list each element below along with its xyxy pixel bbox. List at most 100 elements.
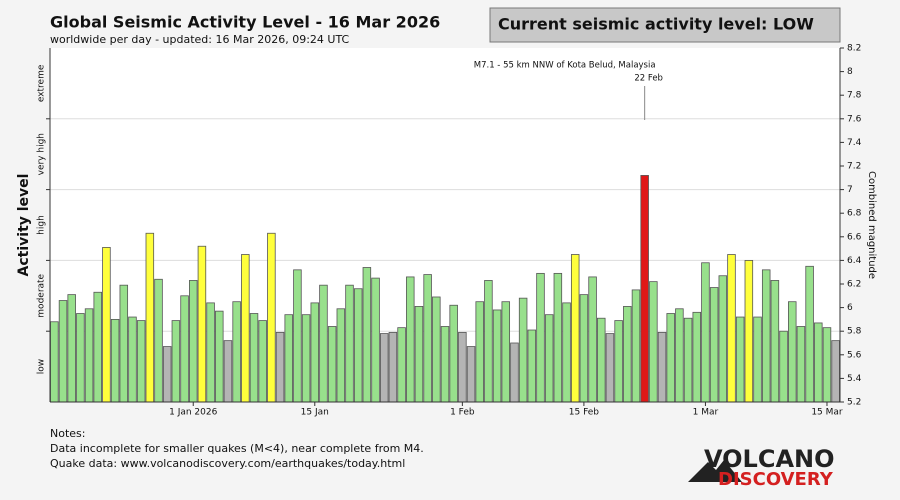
- bar: [466, 346, 476, 403]
- bar: [492, 309, 502, 403]
- x-tick-label: 1 Mar: [693, 408, 719, 418]
- y2-tick-label: 5.4: [847, 374, 862, 384]
- note: Quake data: www.volcanodiscovery.com/ear…: [50, 457, 405, 470]
- bar: [223, 340, 233, 403]
- y2-tick-label: 5.6: [847, 350, 862, 360]
- bar: [215, 310, 224, 403]
- bar: [657, 331, 667, 403]
- bar: [241, 254, 250, 403]
- bar: [232, 301, 241, 403]
- annotation-text: M7.1 - 55 km NNW of Kota Belud, Malaysia: [474, 61, 656, 71]
- bar: [189, 280, 198, 403]
- bar: [536, 272, 545, 403]
- bar: [267, 232, 276, 403]
- bar: [727, 254, 736, 403]
- y2-tick-label: 6.2: [847, 280, 861, 290]
- bar: [570, 254, 580, 403]
- bar: [336, 308, 346, 403]
- bar: [614, 320, 623, 403]
- bar: [102, 247, 111, 403]
- bar: [631, 289, 641, 403]
- bar: [675, 308, 684, 403]
- note: Notes:: [50, 427, 85, 440]
- level-label: very high: [37, 133, 47, 175]
- bar: [779, 330, 788, 403]
- bar: [353, 288, 363, 403]
- bar: [753, 316, 762, 403]
- bar: [154, 278, 163, 403]
- bar: [449, 304, 458, 403]
- y2-tick-label: 7.4: [847, 138, 862, 148]
- bar: [171, 320, 181, 403]
- bar: [414, 306, 424, 403]
- bar: [319, 284, 328, 403]
- bar: [744, 259, 754, 403]
- level-label: extreme: [37, 64, 47, 102]
- level-label: low: [37, 359, 47, 374]
- bar: [588, 276, 597, 403]
- bar: [293, 269, 302, 403]
- y2-tick-label: 8: [847, 67, 853, 77]
- bar: [735, 316, 745, 403]
- y2-tick-label: 7: [847, 185, 853, 195]
- bar: [501, 301, 511, 403]
- bar: [206, 302, 215, 403]
- bar: [423, 274, 432, 403]
- y2-tick-label: 7.2: [847, 162, 861, 172]
- bar: [379, 333, 389, 403]
- bar: [440, 326, 450, 403]
- y2-tick-label: 7.8: [847, 91, 862, 101]
- bar: [119, 284, 129, 403]
- bar: [683, 317, 693, 403]
- bar: [475, 301, 484, 403]
- y2-tick-label: 6: [847, 303, 853, 313]
- y2-axis-label: Combined magnitude: [866, 171, 877, 279]
- bar: [128, 316, 137, 403]
- bar: [718, 275, 728, 403]
- y2-tick-label: 5.2: [847, 398, 861, 408]
- y-axis-label: Activity level: [16, 174, 32, 277]
- logo-icon: [688, 460, 742, 482]
- bar: [136, 320, 146, 403]
- bar: [770, 280, 780, 403]
- subtitle: worldwide per day - updated: 16 Mar 2026…: [50, 33, 350, 46]
- bar: [180, 295, 189, 403]
- bar: [527, 329, 537, 403]
- y2-tick-label: 8.2: [847, 44, 861, 54]
- status-text: Current seismic activity level: LOW: [498, 15, 814, 34]
- bar: [84, 308, 94, 403]
- y2-tick-label: 5.8: [847, 327, 862, 337]
- bar: [649, 281, 658, 403]
- bar: [93, 291, 102, 403]
- bar: [258, 320, 267, 403]
- bar: [432, 296, 441, 403]
- note: Data incomplete for smaller quakes (M<4)…: [50, 442, 424, 455]
- bar: [518, 297, 528, 403]
- y2-tick-label: 7.6: [847, 114, 862, 124]
- bar: [284, 314, 293, 403]
- bar: [553, 272, 563, 403]
- bar: [458, 331, 467, 403]
- status-box: [489, 7, 841, 43]
- bar: [397, 327, 406, 403]
- bar: [701, 262, 710, 403]
- bar: [805, 265, 814, 403]
- x-tick-label: 15 Mar: [811, 408, 843, 418]
- bar: [709, 287, 719, 403]
- bar: [67, 294, 76, 403]
- y2-tick-label: 6.6: [847, 232, 862, 242]
- x-tick-label: 1 Jan 2026: [169, 408, 217, 418]
- bar: [623, 306, 632, 403]
- bar: [388, 331, 398, 403]
- bar: [362, 267, 372, 403]
- logo-text: DISCOVERY: [718, 469, 834, 490]
- bar: [562, 302, 571, 403]
- bar: [822, 327, 832, 403]
- bar: [310, 302, 320, 403]
- bar: [249, 313, 259, 403]
- bar: [406, 276, 415, 403]
- bar: [692, 311, 701, 403]
- bar: [579, 294, 589, 403]
- bar: [110, 318, 120, 403]
- bar: [327, 326, 337, 403]
